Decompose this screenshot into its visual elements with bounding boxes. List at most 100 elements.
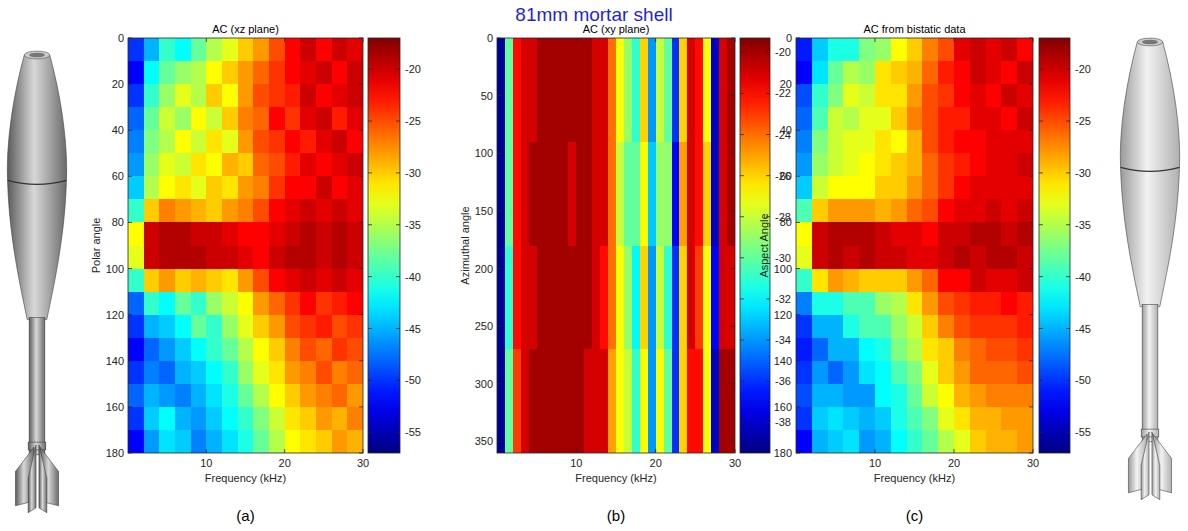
x-tick	[655, 449, 656, 453]
plot-frame	[497, 38, 735, 453]
colorbar	[368, 38, 400, 453]
heat-cell	[986, 222, 1002, 246]
colorbar-tick	[1066, 432, 1070, 433]
x-tick	[954, 38, 955, 42]
heat-cell	[159, 407, 175, 431]
heat-cell	[672, 349, 680, 453]
x-axis-title: Frequency (kHz)	[205, 472, 286, 484]
colorbar-tick	[396, 276, 400, 277]
heat-cell	[875, 361, 891, 385]
heat-cell	[796, 61, 812, 85]
colorbar-tick	[740, 52, 744, 53]
heat-cell	[128, 153, 144, 177]
heat-cell	[191, 84, 207, 108]
y-tick-label: 140	[774, 355, 792, 367]
y-tick	[796, 176, 800, 177]
x-axis-title: Frequency (kHz)	[874, 472, 955, 484]
heat-cell	[907, 384, 923, 408]
heat-cell	[332, 130, 348, 154]
heat-cell	[269, 338, 285, 362]
heat-cell	[938, 430, 954, 453]
heat-cell	[253, 153, 269, 177]
heat-cell	[238, 176, 254, 200]
shell-illustration	[1120, 38, 1179, 500]
heat-cell	[891, 361, 907, 385]
heat-cell	[1017, 292, 1033, 316]
heat-cell	[175, 246, 191, 270]
heat-cell	[875, 107, 891, 131]
heat-cell	[144, 199, 160, 223]
heat-cell	[640, 38, 648, 142]
heat-cell	[672, 142, 680, 246]
colorbar-tick-label: -30	[1075, 167, 1091, 179]
y-tick	[128, 222, 132, 223]
heat-cell	[505, 246, 513, 350]
heat-cell	[175, 107, 191, 131]
x-tick-label: 20	[279, 457, 291, 469]
heat-cell	[859, 292, 875, 316]
heat-cell	[891, 199, 907, 223]
heat-cell	[332, 315, 348, 339]
heat-cell	[568, 246, 576, 350]
heat-cell	[600, 142, 608, 246]
colorbar-tick	[766, 422, 770, 423]
heat-cell	[300, 107, 316, 131]
shell-nose-hole	[1142, 40, 1158, 45]
heat-cell	[922, 38, 938, 62]
heat-cell	[843, 199, 859, 223]
heat-cell	[316, 153, 332, 177]
heat-cell	[859, 107, 875, 131]
heat-cell	[316, 384, 332, 408]
shell-band	[8, 180, 67, 184]
heat-cell	[191, 176, 207, 200]
shell-nose-hole	[29, 53, 45, 58]
heat-cell	[796, 107, 812, 131]
heat-cell	[332, 361, 348, 385]
heat-cell	[144, 292, 160, 316]
colorbar-tick	[766, 134, 770, 135]
heat-cell	[285, 84, 301, 108]
heat-cell	[347, 107, 363, 131]
heat-cell	[206, 61, 222, 85]
heat-cell	[843, 384, 859, 408]
heat-cell	[347, 84, 363, 108]
heat-cell	[875, 246, 891, 270]
x-tick-label: 10	[200, 457, 212, 469]
heat-cell	[576, 142, 584, 246]
heat-cell	[703, 349, 711, 453]
heat-cell	[1001, 153, 1017, 177]
heat-cell	[664, 349, 672, 453]
heat-cell	[954, 384, 970, 408]
heat-cell	[269, 176, 285, 200]
heat-cell	[497, 142, 505, 246]
heat-cell	[347, 130, 363, 154]
heat-cell	[300, 246, 316, 270]
heat-cell	[347, 361, 363, 385]
y-tick-label: 100	[774, 263, 792, 275]
heat-cell	[222, 430, 238, 453]
heat-cell	[206, 153, 222, 177]
heat-cell	[812, 107, 828, 131]
heat-cell	[938, 407, 954, 431]
heat-cell	[128, 384, 144, 408]
heat-cell	[679, 349, 687, 453]
y-tick-label: 200	[475, 263, 493, 275]
heat-cell	[332, 246, 348, 270]
heat-cell	[222, 84, 238, 108]
heat-cell	[875, 84, 891, 108]
heat-cell	[222, 315, 238, 339]
heat-cell	[238, 338, 254, 362]
x-tick	[1033, 449, 1034, 453]
heat-cell	[269, 38, 285, 62]
heat-cell	[719, 246, 727, 350]
y-tick	[359, 453, 363, 454]
heat-cell	[206, 292, 222, 316]
heat-cell	[560, 246, 568, 350]
heat-cell	[687, 38, 695, 142]
heat-cell	[843, 407, 859, 431]
heat-cell	[128, 292, 144, 316]
heat-cell	[954, 130, 970, 154]
heat-cell	[206, 407, 222, 431]
heat-cell	[238, 130, 254, 154]
heat-cell	[537, 246, 545, 350]
